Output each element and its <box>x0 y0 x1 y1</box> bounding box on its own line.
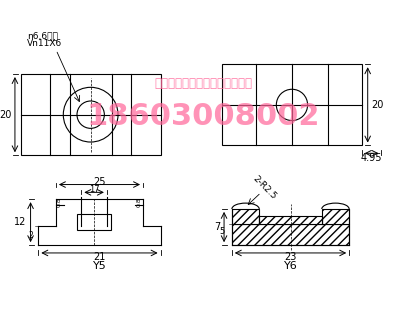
Text: 5: 5 <box>219 227 225 236</box>
Text: n6.6通孔: n6.6通孔 <box>27 31 58 40</box>
Bar <box>322 209 349 224</box>
Bar <box>21 74 160 155</box>
Bar <box>222 64 362 146</box>
Text: 21: 21 <box>93 252 105 262</box>
Text: 7: 7 <box>214 222 220 232</box>
Text: 20: 20 <box>372 100 384 110</box>
Text: 深圳市亨泰通精密机械有限公司: 深圳市亨泰通精密机械有限公司 <box>154 78 253 90</box>
Text: Y6: Y6 <box>284 261 297 271</box>
Bar <box>232 209 259 224</box>
Text: Vn11X6: Vn11X6 <box>27 39 62 48</box>
Text: 20: 20 <box>0 110 12 120</box>
Text: 4.95: 4.95 <box>361 153 382 163</box>
Text: 18603008002: 18603008002 <box>87 102 320 131</box>
Text: 0.8: 0.8 <box>57 197 62 207</box>
Bar <box>78 214 111 230</box>
Text: 17: 17 <box>89 185 100 194</box>
Text: 23: 23 <box>284 252 297 262</box>
Text: Y5: Y5 <box>93 261 106 271</box>
Text: 0.8: 0.8 <box>137 197 142 207</box>
Text: 12: 12 <box>14 217 27 227</box>
Bar <box>232 224 349 245</box>
Text: 25: 25 <box>93 177 106 186</box>
Bar <box>259 216 322 224</box>
Text: 2: 2 <box>29 231 33 240</box>
Text: 2-R2.5: 2-R2.5 <box>252 174 279 201</box>
